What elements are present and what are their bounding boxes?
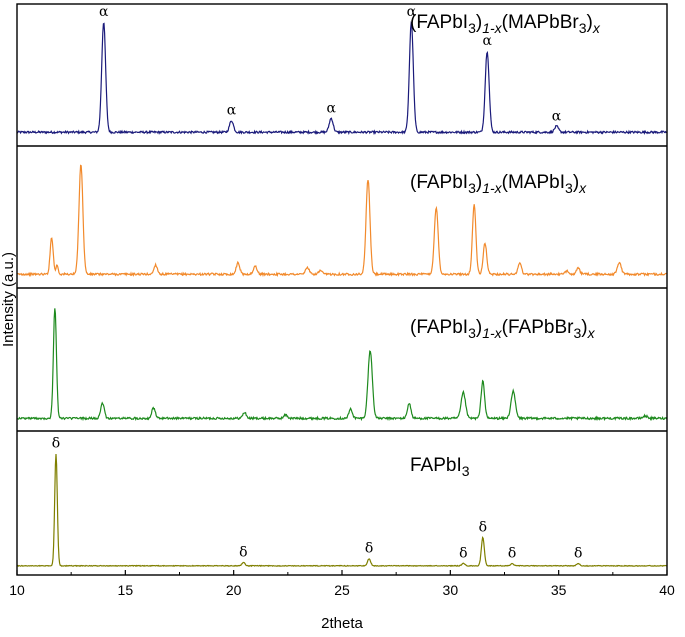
series-label-4: FAPbI3 xyxy=(410,455,470,479)
peak-marker: δ xyxy=(479,520,487,536)
x-tick-label: 25 xyxy=(334,582,350,598)
peak-marker: α xyxy=(482,33,492,49)
panels-group: αα αααα(FAPbI3)1-x(MAPbBr3)x(FAPbI3)1-x(M… xyxy=(16,3,668,576)
peak-marker: α xyxy=(407,4,417,20)
plot-frame xyxy=(16,3,668,576)
xrd-trace-2 xyxy=(16,164,668,278)
peak-marker: α xyxy=(99,4,109,20)
peak-marker: δ xyxy=(239,544,247,560)
x-tick-label: 40 xyxy=(659,582,675,598)
panel-2: (FAPbI3)1-x(MAPbI3)x xyxy=(16,164,668,278)
peak-marker: α xyxy=(326,100,336,116)
series-label-1: (FAPbI3)1-x(MAPbBr3)x xyxy=(410,12,601,36)
peak-marker: δ xyxy=(365,541,373,557)
x-axis: 10 15 20 25 30 35 40 xyxy=(9,570,675,598)
peak-marker: δ xyxy=(574,546,582,562)
peak-marker: δ xyxy=(508,546,516,562)
peak-marker: δ xyxy=(459,546,467,562)
x-tick-label: 20 xyxy=(226,582,242,598)
peak-marker: α xyxy=(552,108,562,124)
xrd-trace-3 xyxy=(16,308,668,422)
xrd-trace-1 xyxy=(16,20,667,136)
panel-3: (FAPbI3)1-x(FAPbBr3)x xyxy=(16,308,668,422)
series-label-3: (FAPbI3)1-x(FAPbBr3)x xyxy=(410,317,596,341)
x-axis-label: 2theta xyxy=(321,615,363,632)
series-label-2: (FAPbI3)1-x(MAPbI3)x xyxy=(410,172,587,196)
peak-marker: δ xyxy=(52,436,60,452)
y-axis-label: Intensity (a.u.) xyxy=(0,252,17,347)
x-tick-label: 10 xyxy=(9,582,25,598)
x-tick-label: 30 xyxy=(443,582,459,598)
peak-marker: α xyxy=(227,103,237,119)
x-tick-label: 15 xyxy=(118,582,134,598)
xrd-trace-4 xyxy=(16,453,667,568)
x-tick-label: 35 xyxy=(551,582,567,598)
